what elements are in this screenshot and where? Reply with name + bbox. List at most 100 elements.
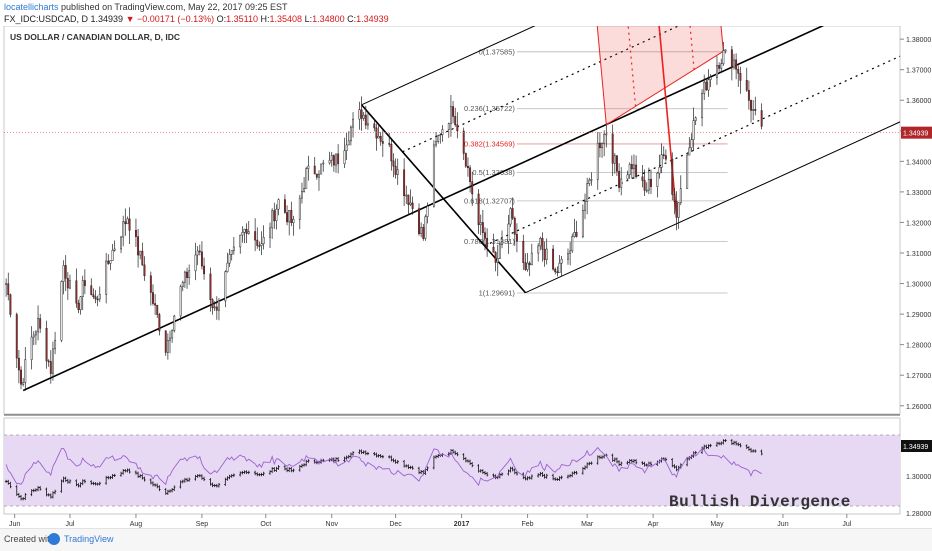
close-value: 1.34939 — [356, 14, 389, 24]
price-tick-label: 1.38000 — [906, 37, 931, 44]
tradingview-link[interactable]: TradingView — [64, 534, 114, 544]
oscillator-line — [5, 446, 762, 487]
candle-up — [432, 144, 435, 207]
bullish-divergence-annotation: Bullish Divergence — [669, 493, 851, 511]
candle-down — [611, 133, 614, 164]
candle-up — [498, 244, 501, 259]
candle-up — [243, 228, 246, 233]
fib-level-label: 1(1.29691) — [479, 288, 516, 297]
candle-up — [120, 236, 123, 250]
candle-down — [718, 65, 721, 69]
candle-down — [598, 142, 601, 149]
candle-up — [449, 106, 452, 124]
candle-down — [392, 160, 395, 167]
candle-up — [335, 153, 337, 166]
candle-down — [456, 124, 459, 132]
candle-up — [571, 236, 574, 252]
candle-down — [760, 110, 763, 127]
candle-up — [62, 265, 65, 282]
candle-down — [77, 302, 80, 311]
time-tick-label: Jun — [777, 521, 788, 528]
candle-down — [149, 275, 152, 293]
candle-up — [545, 248, 548, 260]
candle-up — [126, 218, 129, 225]
candle-down — [137, 236, 140, 256]
candle-up — [588, 179, 591, 184]
symbol-label: FX_IDC:USDCAD, D — [4, 14, 89, 24]
candle-down — [215, 306, 218, 311]
candle-down — [49, 361, 52, 374]
candle-down — [39, 318, 42, 329]
candle-down — [662, 154, 665, 156]
time-tick-label: Oct — [260, 521, 271, 528]
candle-up — [54, 339, 57, 350]
time-tick-label: Dec — [389, 521, 402, 528]
candle-down — [747, 89, 750, 101]
candle-up — [507, 223, 510, 242]
down-arrow-icon: ▼ — [125, 14, 135, 24]
candle-up — [701, 92, 704, 119]
candle-down — [141, 250, 144, 266]
candle-up — [377, 136, 380, 139]
candle-down — [379, 136, 382, 142]
candle-up — [109, 260, 112, 264]
candle-up — [262, 236, 265, 245]
candle-down — [477, 193, 480, 226]
candle-down — [158, 314, 161, 332]
candle-down — [705, 81, 708, 91]
candle-up — [560, 258, 563, 264]
pitchforks[interactable] — [22, 26, 901, 392]
candle-up — [69, 280, 71, 289]
candle-down — [462, 130, 465, 154]
candle-up — [79, 296, 82, 311]
candle-up — [690, 139, 693, 149]
lower-tick-label: 1.30000 — [906, 474, 931, 481]
candle-up — [720, 63, 723, 69]
candle-down — [360, 109, 363, 119]
candle-up — [688, 147, 691, 156]
candle-down — [107, 260, 110, 264]
candle-down — [452, 106, 455, 117]
candle-up — [307, 165, 310, 169]
candle-up — [345, 144, 348, 152]
candle-up — [228, 254, 231, 264]
price-tick-label: 1.30000 — [906, 282, 931, 289]
candle-down — [254, 231, 257, 241]
candle-up — [226, 262, 229, 272]
tradingview-logo-icon — [48, 533, 60, 545]
pitchfork-tine — [361, 26, 536, 106]
candle-down — [135, 230, 137, 237]
candle-up — [633, 164, 635, 170]
candle-up — [733, 59, 735, 68]
candle-down — [524, 262, 527, 270]
candle-down — [737, 69, 740, 74]
last-price-badge — [901, 126, 932, 139]
open-label: O: — [216, 14, 227, 24]
candle-up — [241, 232, 244, 236]
candle-up — [213, 306, 216, 309]
fib-level-label: 0.236(1.35722) — [464, 104, 515, 113]
lower-last-badge — [901, 440, 932, 452]
candle-down — [92, 294, 95, 298]
candle-up — [349, 126, 352, 142]
candle-up — [424, 216, 427, 239]
candle-down — [154, 303, 157, 306]
candle-down — [256, 239, 259, 246]
candle-down — [494, 252, 497, 263]
price-chart[interactable]: 0(1.37585) 0.236(1.35722) 0.382(1.34569) 0.… — [0, 26, 932, 528]
candle-up — [530, 252, 533, 266]
author-link[interactable]: locatellicharts — [4, 2, 59, 12]
candle-down — [152, 292, 154, 304]
candle-up — [567, 253, 569, 260]
candle-up — [613, 155, 616, 164]
candle-up — [586, 183, 589, 202]
candle-up — [288, 210, 291, 223]
candle-up — [405, 194, 408, 197]
candle-up — [658, 167, 661, 174]
candle-down — [45, 328, 48, 362]
candle-down — [469, 167, 472, 182]
created-with-text: Created with — [4, 534, 55, 544]
candle-down — [64, 265, 67, 279]
candle-down — [528, 262, 531, 266]
candle-down — [47, 360, 50, 363]
